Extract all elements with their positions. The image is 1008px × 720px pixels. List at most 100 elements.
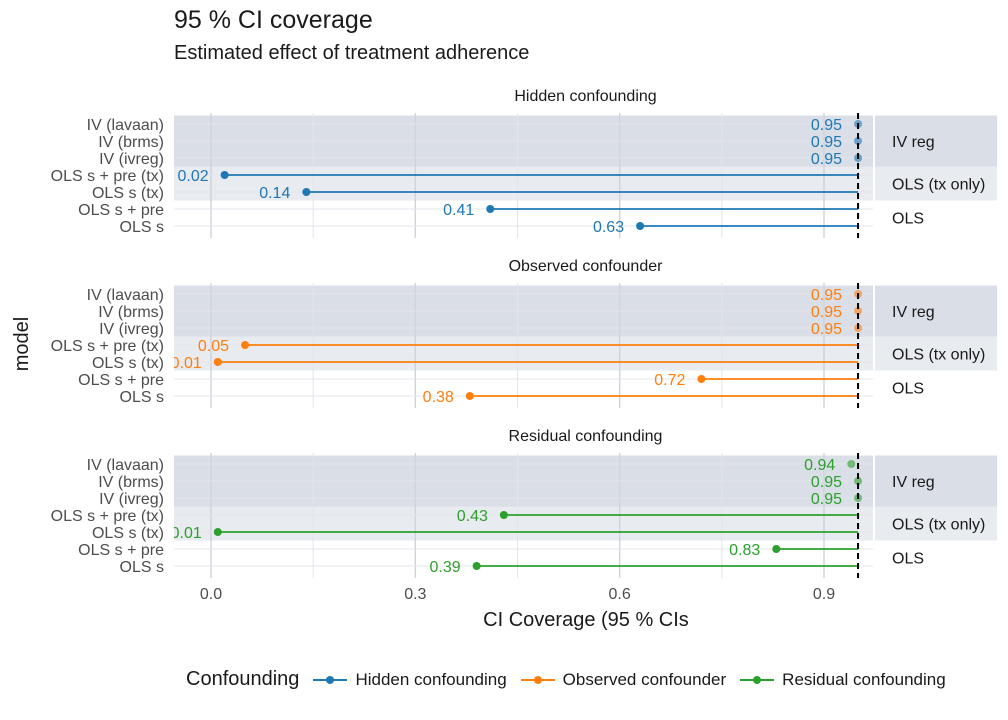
x-tick-label-0-3: 0.3 — [404, 586, 426, 603]
point-iv-brms — [854, 307, 863, 315]
marks-residual-confounding: 0.940.950.950.430.010.830.39 — [171, 457, 863, 576]
point-iv-brms — [854, 137, 863, 145]
legend: Confounding Hidden confounding Observed … — [186, 668, 960, 691]
data-label-iv-ivreg: 0.95 — [811, 491, 842, 508]
group-label-ols: OLS — [892, 551, 924, 568]
band-ols — [174, 200, 873, 235]
band-ols-tx-only — [174, 336, 873, 371]
point-ols-s-tx — [213, 528, 222, 536]
y-tick-label-ols-s-tx: OLS s (tx) — [92, 185, 164, 202]
y-axis-title: model — [11, 317, 33, 371]
legend-label-residual-confounding: Residual confounding — [782, 669, 946, 689]
y-tick-label-iv-lavaan: IV (lavaan) — [87, 117, 164, 134]
y-tick-label-ols-s-pre-tx: OLS s + pre (tx) — [51, 508, 164, 525]
y-tick-label-ols-s: OLS s — [120, 219, 164, 236]
y-tick-label-iv-ivreg: IV (ivreg) — [99, 151, 164, 168]
data-label-ols-s: 0.38 — [423, 389, 454, 406]
legend-item-hidden-confounding: Hidden confounding — [313, 669, 507, 690]
band-strip-ols — [875, 540, 997, 575]
point-ols-s-pre — [486, 205, 495, 213]
x-tick-label-0-9: 0.9 — [813, 586, 835, 603]
x-tick-label-0-6: 0.6 — [609, 586, 631, 603]
y-tick-label-ols-s: OLS s — [120, 389, 164, 406]
y-tick-label-iv-ivreg: IV (ivreg) — [99, 321, 164, 338]
data-label-ols-s-pre-tx: 0.05 — [198, 338, 229, 355]
band-ols — [174, 370, 873, 405]
panel-title-observed-confounder: Observed confounder — [509, 258, 664, 275]
marks-hidden-confounding: 0.950.950.950.020.140.410.63 — [177, 117, 863, 236]
band-ols-tx-only — [174, 166, 873, 201]
data-label-ols-s-tx: 0.14 — [259, 185, 290, 202]
group-label-iv-reg: IV reg — [892, 134, 935, 151]
chart-subtitle: Estimated effect of treatment adherence — [174, 42, 530, 64]
point-iv-lavaan — [847, 460, 856, 468]
band-strip-ols — [875, 200, 997, 235]
y-tick-label-iv-lavaan: IV (lavaan) — [87, 457, 164, 474]
data-label-ols-s: 0.63 — [593, 219, 624, 236]
x-axis-title: CI Coverage (95 % CIs — [483, 609, 689, 631]
band-strip-ols-tx-only — [875, 506, 997, 541]
band-strip-iv-reg — [875, 285, 997, 337]
data-label-ols-s-pre: 0.41 — [443, 202, 474, 219]
band-strip-ols-tx-only — [875, 166, 997, 201]
point-ols-s-pre-tx — [220, 171, 229, 179]
data-label-ols-s-pre-tx: 0.02 — [177, 168, 208, 185]
band-ols-tx-only — [174, 506, 873, 541]
legend-item-residual-confounding: Residual confounding — [740, 670, 946, 690]
point-iv-brms — [854, 477, 863, 485]
point-ols-s — [636, 222, 645, 230]
band-strip-iv-reg — [875, 115, 997, 167]
data-label-iv-brms: 0.95 — [811, 304, 842, 321]
y-tick-label-iv-lavaan: IV (lavaan) — [87, 287, 164, 304]
data-label-iv-brms: 0.95 — [811, 474, 842, 491]
band-strip-iv-reg — [875, 455, 997, 507]
y-tick-label-ols-s-tx: OLS s (tx) — [92, 355, 164, 372]
y-tick-label-ols-s-pre: OLS s + pre — [78, 372, 164, 389]
y-tick-label-iv-brms: IV (brms) — [98, 134, 164, 151]
y-tick-label-ols-s-pre: OLS s + pre — [78, 202, 164, 219]
y-tick-label-ols-s: OLS s — [120, 559, 164, 576]
legend-label-hidden-confounding: Hidden confounding — [355, 669, 507, 689]
chart-title: 95 % CI coverage — [174, 6, 373, 34]
panel-title-hidden-confounding: Hidden confounding — [514, 88, 656, 105]
y-tick-label-ols-s-tx: OLS s (tx) — [92, 525, 164, 542]
data-label-iv-lavaan: 0.94 — [804, 457, 835, 474]
data-label-iv-ivreg: 0.95 — [811, 151, 842, 168]
data-label-ols-s: 0.39 — [429, 559, 460, 576]
data-label-iv-brms: 0.95 — [811, 134, 842, 151]
group-label-iv-reg: IV reg — [892, 304, 935, 321]
x-tick-label-0-0: 0.0 — [200, 586, 222, 603]
point-ols-s-tx — [302, 188, 311, 196]
group-label-ols-tx-only: OLS (tx only) — [892, 177, 985, 194]
data-label-iv-ivreg: 0.95 — [811, 321, 842, 338]
y-tick-label-iv-brms: IV (brms) — [98, 304, 164, 321]
group-label-ols: OLS — [892, 211, 924, 228]
data-label-ols-s-pre: 0.72 — [654, 372, 685, 389]
y-tick-label-ols-s-pre-tx: OLS s + pre (tx) — [51, 338, 164, 355]
group-label-iv-reg: IV reg — [892, 474, 935, 491]
y-tick-label-ols-s-pre: OLS s + pre — [78, 542, 164, 559]
legend-key-observed-confounder — [520, 675, 555, 684]
point-ols-s-pre — [697, 375, 706, 383]
band-strip-ols-tx-only — [875, 336, 997, 371]
point-ols-s-pre-tx — [499, 511, 508, 519]
point-ols-s — [465, 392, 474, 400]
group-label-ols: OLS — [892, 381, 924, 398]
legend-item-observed-confounder: Observed confounder — [520, 670, 726, 690]
data-label-iv-lavaan: 0.95 — [811, 117, 842, 134]
y-tick-label-iv-brms: IV (brms) — [98, 474, 164, 491]
legend-title: Confounding — [186, 668, 300, 690]
panel-residual-confounding: Residual confounding IV (lavaan)IV (brms)… — [51, 428, 997, 578]
point-ols-s-pre — [772, 545, 781, 553]
point-ols-s — [472, 562, 481, 570]
point-ols-s-pre-tx — [241, 341, 250, 349]
y-tick-label-ols-s-pre-tx: OLS s + pre (tx) — [51, 168, 164, 185]
data-label-ols-s-tx: 0.01 — [171, 525, 202, 542]
band-ols — [174, 540, 873, 575]
data-label-iv-lavaan: 0.95 — [811, 287, 842, 304]
data-label-ols-s-tx: 0.01 — [171, 355, 202, 372]
data-label-ols-s-pre: 0.83 — [729, 542, 760, 559]
